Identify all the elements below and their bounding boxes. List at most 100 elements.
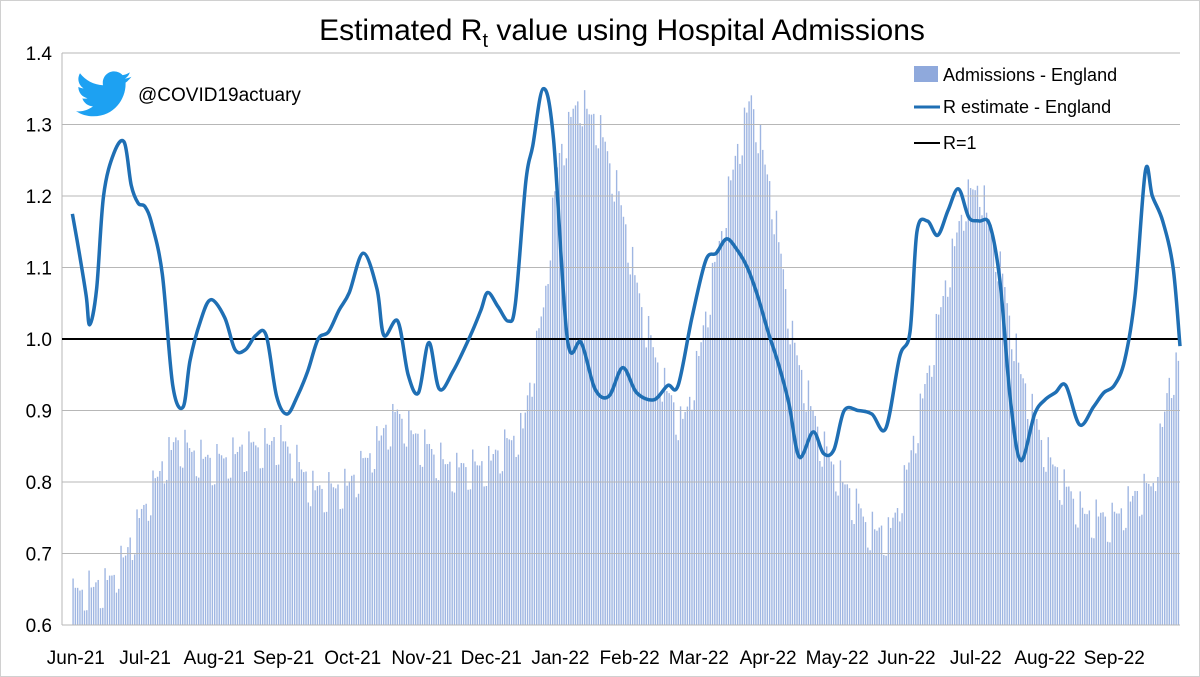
admission-bar	[131, 560, 134, 625]
admission-bar	[501, 471, 504, 625]
admission-bar	[814, 415, 816, 625]
admission-bar	[654, 357, 657, 625]
admission-bar	[784, 289, 787, 625]
admission-bar	[755, 142, 757, 625]
x-tick-label: Oct-21	[324, 648, 381, 669]
admission-bar	[602, 137, 604, 625]
admission-bar	[1049, 457, 1052, 625]
admission-bar	[90, 587, 93, 625]
admission-bar	[483, 486, 485, 625]
admission-bar	[111, 575, 113, 625]
admission-bar	[387, 449, 389, 625]
admission-bar	[245, 471, 248, 625]
admission-bar	[894, 512, 896, 625]
admission-bar	[828, 453, 830, 625]
admission-bar	[435, 478, 437, 625]
admission-bar	[531, 396, 533, 625]
admission-bar	[581, 126, 584, 625]
admission-bar	[1097, 516, 1100, 625]
admission-bar	[529, 382, 531, 625]
admission-bar	[204, 456, 207, 625]
admission-bar	[408, 410, 410, 625]
admission-bar	[257, 447, 259, 625]
admission-bar	[446, 464, 449, 625]
admission-bar	[127, 547, 129, 625]
admission-bar	[636, 282, 638, 625]
y-axis: 0.6 0.7 0.8 0.9 1.0 1.1 1.2 1.3 1.4	[26, 44, 63, 637]
admission-bar	[414, 433, 417, 625]
admission-bar	[1042, 467, 1045, 625]
admission-bar	[673, 402, 675, 625]
admission-bar	[188, 448, 191, 625]
admission-bar	[273, 437, 275, 625]
admission-bar	[1138, 516, 1141, 625]
admission-bar	[83, 610, 86, 625]
admission-bar	[223, 458, 225, 625]
admission-bar	[1013, 361, 1015, 625]
admission-bar	[1084, 513, 1086, 625]
admission-bar	[780, 253, 782, 625]
admission-bar	[373, 468, 376, 625]
admission-bar	[335, 488, 337, 625]
admission-bar	[976, 185, 979, 626]
admission-bar	[679, 406, 682, 625]
admission-bar	[990, 224, 992, 625]
admission-bar	[280, 424, 282, 625]
admission-bar	[905, 469, 908, 625]
admission-bar	[778, 242, 780, 625]
admission-bar	[469, 489, 472, 625]
admission-bar	[314, 490, 316, 625]
admission-bar	[524, 412, 526, 625]
admission-bar	[360, 450, 362, 625]
legend-label-r-estimate: R estimate - England	[943, 97, 1111, 117]
x-tick-label: Aug-22	[1014, 648, 1075, 669]
gridlines	[62, 52, 1180, 626]
admission-bar	[179, 466, 182, 625]
admission-bar	[917, 443, 919, 625]
x-tick-label: Jul-21	[119, 648, 171, 669]
admissions-bars	[72, 90, 1180, 626]
admission-bar	[428, 443, 431, 625]
admission-bar	[330, 483, 332, 625]
admission-bar	[264, 428, 266, 625]
admission-bar	[992, 235, 995, 625]
admission-bar	[883, 554, 885, 625]
admission-bar	[837, 495, 839, 625]
admission-bar	[956, 232, 958, 625]
admission-bar	[1081, 507, 1084, 625]
admission-bar	[775, 210, 778, 625]
admission-bar	[693, 400, 695, 625]
admission-bar	[1015, 333, 1017, 625]
admission-bar	[988, 219, 990, 625]
admission-bar	[325, 511, 328, 625]
admission-bar	[145, 503, 147, 625]
admission-bar	[1111, 502, 1113, 625]
admission-bar	[339, 509, 341, 625]
admission-bar	[513, 435, 515, 625]
admission-bar	[926, 372, 928, 625]
admission-bar	[759, 124, 762, 625]
admission-bar	[757, 153, 759, 625]
admission-bar	[791, 320, 794, 625]
admission-bar	[1154, 491, 1157, 625]
admission-bar	[515, 456, 517, 625]
admission-bar	[634, 275, 636, 625]
admission-bar	[928, 365, 931, 625]
admission-bar	[337, 484, 339, 625]
admission-bar	[152, 470, 154, 625]
admission-bar	[556, 167, 558, 625]
twitter-bird-icon	[76, 71, 132, 117]
admission-bar	[910, 450, 912, 625]
admission-bar	[533, 383, 536, 625]
admission-bar	[1086, 514, 1088, 625]
admission-bar	[750, 95, 753, 625]
admission-bar	[1006, 303, 1008, 625]
x-tick-label: Dec-21	[461, 648, 522, 669]
admission-bar	[81, 589, 83, 625]
admission-bar	[76, 587, 79, 625]
admission-bar	[120, 545, 122, 625]
admission-bar	[577, 101, 579, 626]
admission-bar	[108, 575, 111, 625]
admission-bar	[275, 465, 278, 625]
admission-bar	[136, 509, 138, 625]
